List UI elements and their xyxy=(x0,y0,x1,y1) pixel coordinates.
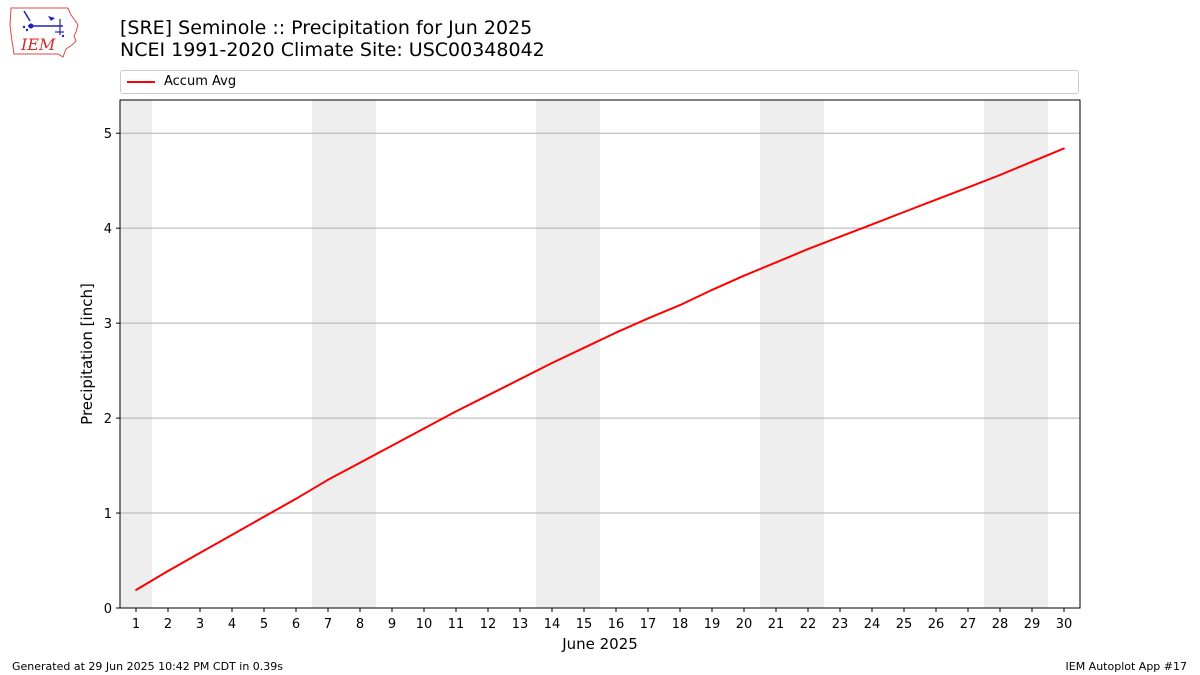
x-tick-label-18: 18 xyxy=(672,617,689,632)
gridlines xyxy=(120,132,1080,514)
data-point-16 xyxy=(615,331,617,334)
iem-logo: IEM xyxy=(9,7,79,58)
x-tick-label-3: 3 xyxy=(196,617,204,632)
data-point-13 xyxy=(519,378,521,381)
data-point-24 xyxy=(871,223,873,226)
weekend-band-28 xyxy=(984,100,1016,608)
legend-label-accum-avg: Accum Avg xyxy=(164,74,237,89)
weekend-shading xyxy=(120,100,1048,608)
data-point-3 xyxy=(199,552,201,554)
data-point-9 xyxy=(391,444,393,447)
x-tick-label-5: 5 xyxy=(260,617,268,632)
x-tick-label-1: 1 xyxy=(132,617,140,632)
x-tick-label-8: 8 xyxy=(356,617,364,632)
y-axis: 0 1 2 3 4 5 xyxy=(104,127,120,617)
x-tick-label-22: 22 xyxy=(800,617,817,632)
data-point-4 xyxy=(231,533,233,536)
legend-line-accum-avg xyxy=(127,81,155,83)
data-point-25 xyxy=(903,211,905,213)
generated-timestamp: Generated at 29 Jun 2025 10:42 PM CDT in… xyxy=(12,660,284,673)
weekend-band-14 xyxy=(536,100,568,608)
x-tick-label-11: 11 xyxy=(448,617,465,632)
data-point-6 xyxy=(295,497,297,500)
weekend-band-15 xyxy=(568,100,600,608)
legend: Accum Avg xyxy=(120,70,1079,94)
x-tick-label-23: 23 xyxy=(832,617,849,632)
data-point-5 xyxy=(263,515,265,518)
x-tick-label-7: 7 xyxy=(324,617,332,632)
weekend-band-1 xyxy=(120,100,152,608)
data-point-29 xyxy=(1031,160,1033,163)
plot-frame xyxy=(119,99,1081,609)
data-point-18 xyxy=(679,304,681,306)
x-tick-label-30: 30 xyxy=(1056,617,1073,632)
x-tick-label-17: 17 xyxy=(640,617,657,632)
chart-title-block: [SRE] Seminole :: Precipitation for Jun … xyxy=(120,17,545,61)
data-point-17 xyxy=(647,317,649,320)
chart-title: [SRE] Seminole :: Precipitation for Jun … xyxy=(120,17,533,39)
x-tick-label-4: 4 xyxy=(228,617,236,632)
x-tick-label-10: 10 xyxy=(416,617,433,632)
data-point-22 xyxy=(807,248,809,250)
y-axis-label: Precipitation [inch] xyxy=(78,283,96,425)
series-line-0 xyxy=(135,147,1065,591)
x-tick-label-24: 24 xyxy=(864,617,881,632)
data-point-27 xyxy=(967,186,969,189)
data-point-19 xyxy=(711,289,713,291)
y-tick-label-0: 0 xyxy=(104,602,112,617)
y-tick-label-4: 4 xyxy=(104,222,112,237)
data-point-7 xyxy=(327,478,329,481)
y-tick-label-5: 5 xyxy=(104,127,112,142)
iowa-outline-icon xyxy=(9,7,79,58)
weekend-band-21 xyxy=(760,100,792,608)
x-tick-label-12: 12 xyxy=(480,617,497,632)
x-tick-label-2: 2 xyxy=(164,617,172,632)
data-point-10 xyxy=(423,427,425,430)
x-tick-label-19: 19 xyxy=(704,617,721,632)
x-tick-label-14: 14 xyxy=(544,617,561,632)
data-point-21 xyxy=(775,261,777,264)
y-tick-label-1: 1 xyxy=(104,507,112,522)
y-tick-label-2: 2 xyxy=(104,412,112,427)
data-point-26 xyxy=(935,198,937,201)
y-tick-label-3: 3 xyxy=(104,317,112,332)
x-tick-label-26: 26 xyxy=(928,617,945,632)
weekend-band-8 xyxy=(344,100,376,608)
weather-station-icon xyxy=(22,10,65,38)
data-point-30 xyxy=(1063,147,1065,150)
weekend-band-7 xyxy=(312,100,344,608)
weekend-band-29 xyxy=(1016,100,1048,608)
data-point-14 xyxy=(551,362,553,364)
weekend-band-22 xyxy=(792,100,824,608)
x-tick-label-13: 13 xyxy=(512,617,529,632)
data-point-2 xyxy=(167,570,169,572)
x-tick-label-6: 6 xyxy=(292,617,300,632)
series-layer xyxy=(135,147,1065,591)
data-point-8 xyxy=(359,461,361,464)
x-tick-label-21: 21 xyxy=(768,617,785,632)
data-point-23 xyxy=(839,235,841,238)
data-point-15 xyxy=(583,346,585,349)
x-tick-label-28: 28 xyxy=(992,617,1009,632)
x-tick-label-20: 20 xyxy=(736,617,753,632)
data-point-1 xyxy=(135,589,137,591)
data-point-20 xyxy=(743,274,745,277)
logo-text: IEM xyxy=(20,35,56,54)
x-tick-label-29: 29 xyxy=(1024,617,1041,632)
autoplot-app-label: IEM Autoplot App #17 xyxy=(1065,660,1188,673)
chart-subtitle: NCEI 1991-2020 Climate Site: USC00348042 xyxy=(120,39,545,61)
x-axis: 1 2 3 4 5 6 7 8 9 10 11 12 13 14 15 16 17 18 19 20 21 22 23 24 2… xyxy=(132,608,1072,632)
x-tick-label-16: 16 xyxy=(608,617,625,632)
x-tick-label-27: 27 xyxy=(960,617,977,632)
x-axis-label: June 2025 xyxy=(561,635,638,653)
data-point-28 xyxy=(999,174,1001,176)
x-tick-label-9: 9 xyxy=(388,617,396,632)
data-point-11 xyxy=(455,410,457,413)
x-tick-label-15: 15 xyxy=(576,617,593,632)
x-tick-label-25: 25 xyxy=(896,617,913,632)
data-point-12 xyxy=(487,394,489,397)
